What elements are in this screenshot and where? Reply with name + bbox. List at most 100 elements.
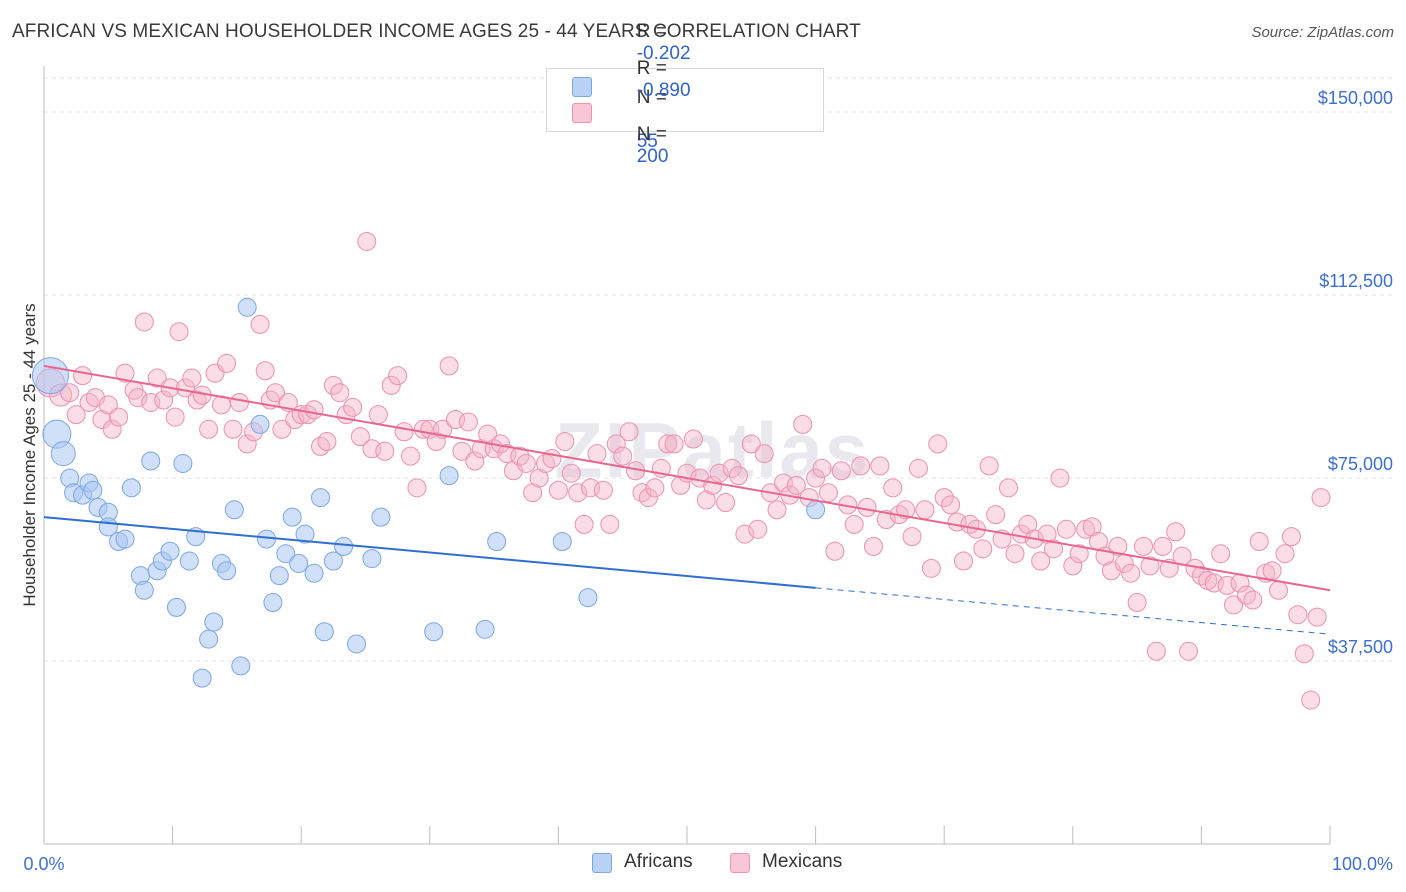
mexicans-point [1127, 592, 1147, 612]
africans-point [115, 529, 135, 549]
mexicans-point [973, 539, 993, 559]
mexicans-point [638, 488, 658, 508]
mexicans-point [741, 434, 761, 454]
legend-r-value-africans: -0.202 [636, 43, 691, 64]
legend-text-mexicans: R = -0.890 N = 200 [605, 36, 691, 190]
mexicans-point [876, 510, 896, 530]
mexicans-point [401, 446, 421, 466]
mexicans-point [66, 405, 86, 425]
mexicans-point [381, 375, 401, 395]
mexicans-point [548, 480, 568, 500]
mexicans-point [223, 419, 243, 439]
mexicans-point [109, 407, 129, 427]
mexicans-point [863, 536, 883, 556]
legend-n-value-africans: 55 [636, 131, 658, 152]
mexicans-point [1281, 527, 1301, 547]
mexicans-point [1288, 605, 1308, 625]
mexicans-point [368, 405, 388, 425]
africans-point [269, 566, 289, 586]
africans-point [362, 549, 382, 569]
mexicans-point [953, 551, 973, 571]
africans-point [334, 536, 354, 556]
mexicans-point [574, 514, 594, 534]
africans-point [371, 507, 391, 527]
y-tick-label: $112,500 [1319, 271, 1393, 291]
mexicans-point [542, 449, 562, 469]
mexicans-point [793, 414, 813, 434]
mexicans-point [986, 505, 1006, 525]
y-tick-label: $150,000 [1318, 88, 1393, 108]
mexicans-point [870, 456, 890, 476]
africans-point [204, 612, 224, 632]
mexicans-point [1005, 544, 1025, 564]
mexicans-point [115, 363, 135, 383]
africans-point [173, 453, 193, 473]
legend-r-value-mexicans: -0.890 [636, 80, 691, 101]
mexicans-point [229, 392, 249, 412]
mexicans-point [98, 395, 118, 415]
mexicans-point [128, 388, 148, 408]
africans-point [276, 544, 296, 564]
africans-point [424, 622, 444, 642]
mexicans-point [561, 463, 581, 483]
mexicans-point [255, 361, 275, 381]
africans-point [314, 622, 334, 642]
mexicans-point [857, 497, 877, 517]
mexicans-point [664, 434, 684, 454]
mexicans-point [407, 478, 427, 498]
x-tick-label: 100.0% [1332, 854, 1393, 874]
mexicans-point [426, 431, 446, 451]
africans-point [250, 414, 270, 434]
mexicans-point [343, 397, 363, 417]
mexicans-point [844, 514, 864, 534]
mexicans-point [999, 478, 1018, 498]
mexicans-point [722, 458, 742, 478]
mexicans-point [825, 541, 845, 561]
mexicans-point [439, 356, 459, 376]
africans-trend-extension [815, 587, 1331, 635]
mexicans-point [568, 483, 588, 503]
africans-point [310, 488, 330, 508]
legend-r-label-mexicans: R = [636, 58, 667, 79]
mexicans-point [357, 231, 377, 251]
mexicans-point [902, 527, 922, 547]
africans-point [289, 553, 309, 573]
mexicans-point [510, 446, 530, 466]
africans-point [199, 629, 219, 649]
mexicans-point [979, 456, 999, 476]
mexicans-point [754, 444, 774, 464]
y-tick-label: $37,500 [1328, 637, 1393, 657]
mexicans-point [79, 392, 99, 412]
africans-point [552, 532, 572, 552]
africans-point [295, 524, 315, 544]
mexicans-point [1307, 607, 1327, 627]
mexicans-point [619, 422, 639, 442]
mexicans-point [883, 478, 903, 498]
mexicans-point [452, 441, 472, 461]
mexicans-point [928, 434, 948, 454]
mexicans-point [896, 500, 916, 520]
africans-point [439, 466, 459, 486]
africans-point [578, 588, 598, 608]
mexicans-point [536, 453, 556, 473]
mexicans-point [134, 312, 154, 332]
mexicans-point [388, 366, 408, 386]
bottom-legend-label-mexicans: Mexicans [762, 851, 843, 872]
mexicans-point [1236, 585, 1256, 605]
mexicans-point [217, 353, 237, 373]
mexicans-point [330, 383, 350, 403]
africans-point [217, 561, 237, 581]
bottom-legend-swatch-mexicans [730, 853, 750, 873]
mexicans-point [1044, 539, 1064, 559]
mexicans-point [1069, 544, 1089, 564]
mexicans-point [182, 368, 202, 388]
africans-point [224, 500, 244, 520]
legend-n-value-mexicans: 200 [636, 146, 669, 167]
africans-point [304, 563, 324, 583]
legend-swatch-mexicans [572, 103, 592, 123]
mexicans-point [1031, 551, 1051, 571]
mexicans-point [1211, 544, 1231, 564]
mexicans-point [709, 463, 729, 483]
mexicans-point [102, 419, 122, 439]
africans-point [121, 478, 141, 498]
